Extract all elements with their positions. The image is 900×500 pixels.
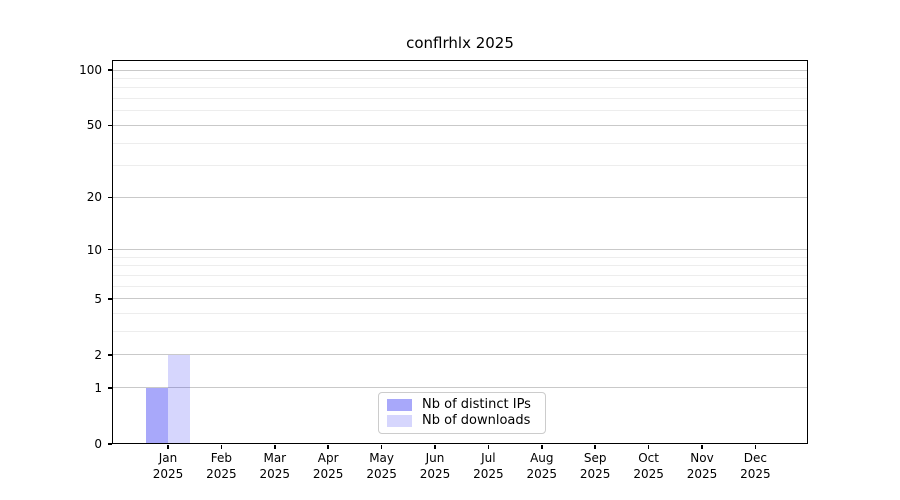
x-tick-year: 2025 xyxy=(633,466,664,481)
y-tick-label: 100 xyxy=(79,63,102,77)
legend-swatch-downloads xyxy=(387,415,412,427)
gridline-minor xyxy=(113,87,807,89)
x-tick-month: Apr xyxy=(317,451,339,465)
x-tick-year: 2025 xyxy=(473,466,504,481)
x-tick-label: Apr 2025 xyxy=(300,451,356,482)
x-tick-label: May 2025 xyxy=(354,451,410,482)
gridline-major xyxy=(113,124,807,126)
gridline-minor xyxy=(113,77,807,79)
x-tick xyxy=(274,445,276,449)
x-tick-month: Feb xyxy=(210,451,233,465)
x-tick xyxy=(380,445,383,449)
gridline-minor xyxy=(113,110,807,112)
gridline-minor xyxy=(113,285,807,287)
x-tick xyxy=(647,445,650,449)
x-tick-month: Dec xyxy=(743,451,767,465)
y-tick-label: 10 xyxy=(86,242,102,257)
y-tick xyxy=(108,443,112,445)
x-tick-label: Sep 2025 xyxy=(567,451,623,482)
y-tick-label: 1 xyxy=(94,380,102,395)
gridline-minor xyxy=(113,165,807,167)
x-tick-year: 2025 xyxy=(206,466,237,481)
y-tick xyxy=(108,387,112,389)
x-tick-month: Mar xyxy=(263,451,287,465)
y-tick xyxy=(108,124,112,127)
gridline-minor xyxy=(113,98,807,100)
x-tick-month: Jan xyxy=(158,451,178,465)
x-tick-label: Aug 2025 xyxy=(514,451,570,482)
x-tick-year: 2025 xyxy=(579,466,611,481)
x-tick-year: 2025 xyxy=(740,466,771,481)
gridline-minor xyxy=(113,142,807,144)
x-tick-label: Feb 2025 xyxy=(193,451,249,482)
x-tick xyxy=(327,445,329,449)
legend-label-downloads: Nb of downloads xyxy=(422,413,531,428)
x-tick-year: 2025 xyxy=(526,466,558,481)
x-tick-year: 2025 xyxy=(312,466,344,481)
gridline-minor xyxy=(113,331,807,333)
y-tick xyxy=(108,354,112,356)
x-tick-month: Jul xyxy=(481,451,496,465)
legend-label-distinct-ips: Nb of distinct IPs xyxy=(422,397,531,412)
x-tick-label: Oct 2025 xyxy=(621,451,677,482)
legend-item-downloads: Nb of downloads xyxy=(387,414,537,428)
x-tick xyxy=(220,445,223,449)
x-tick-year: 2025 xyxy=(366,466,397,481)
x-tick xyxy=(434,445,436,449)
y-tick-label: 50 xyxy=(86,118,102,133)
gridline-minor xyxy=(113,265,807,267)
x-tick-label: Dec 2025 xyxy=(727,451,783,482)
x-tick xyxy=(167,445,169,449)
gridline-major xyxy=(113,249,807,251)
x-tick xyxy=(541,445,543,449)
gridline-major xyxy=(113,387,807,389)
x-tick-month: Nov xyxy=(690,451,714,465)
legend-item-distinct-ips: Nb of distinct IPs xyxy=(387,398,537,412)
y-tick xyxy=(108,196,112,199)
gridline-major xyxy=(113,196,807,198)
y-tick-label: 0 xyxy=(94,437,102,451)
chart-title: conflrhlx 2025 xyxy=(406,34,514,52)
x-tick-label: Mar 2025 xyxy=(247,451,303,482)
y-tick-label: 2 xyxy=(94,347,102,362)
y-tick xyxy=(108,69,112,71)
legend: Nb of distinct IPs Nb of downloads xyxy=(378,392,546,434)
x-tick-month: Oct xyxy=(638,451,659,465)
x-tick-label: Jul 2025 xyxy=(460,451,516,482)
gridline-minor xyxy=(113,256,807,258)
x-tick xyxy=(594,445,596,449)
y-tick xyxy=(108,298,112,300)
x-tick-year: 2025 xyxy=(152,466,184,481)
gridline-major xyxy=(113,354,807,356)
x-tick-month: May xyxy=(369,451,394,465)
x-tick-label: Nov 2025 xyxy=(674,451,730,482)
x-tick-year: 2025 xyxy=(259,466,291,481)
gridline-major xyxy=(113,298,807,300)
x-tick xyxy=(487,445,490,449)
x-tick xyxy=(701,445,703,449)
gridline-minor xyxy=(113,313,807,315)
x-tick-label: Jan 2025 xyxy=(140,451,196,482)
x-tick-year: 2025 xyxy=(686,466,718,481)
x-tick xyxy=(754,445,757,449)
x-tick-month: Jun xyxy=(425,451,445,465)
bar-downloads-jan xyxy=(168,354,190,444)
legend-swatch-distinct-ips xyxy=(387,399,412,411)
y-tick xyxy=(108,248,112,251)
y-tick-label: 20 xyxy=(86,190,102,205)
x-tick-month: Sep xyxy=(583,451,607,465)
bar-distinct-ips-jan xyxy=(146,387,168,444)
x-tick-year: 2025 xyxy=(419,466,451,481)
gridline-minor xyxy=(113,274,807,276)
x-tick-month: Aug xyxy=(530,451,554,465)
x-tick-label: Jun 2025 xyxy=(407,451,463,482)
gridline-major xyxy=(113,69,807,71)
y-tick-label: 5 xyxy=(94,291,102,306)
